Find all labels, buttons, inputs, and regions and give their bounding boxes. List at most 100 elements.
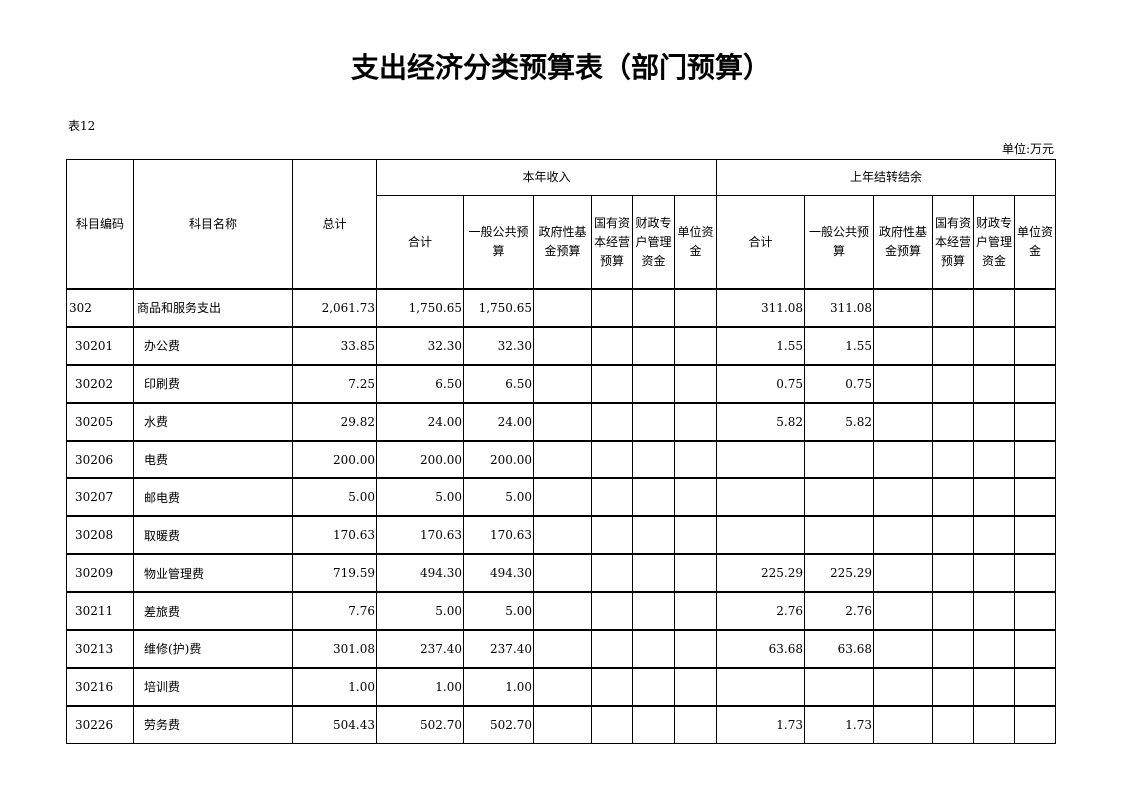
cell-name: 取暖费 (133, 515, 293, 555)
cell-carryover-2 (873, 515, 933, 555)
table-row: 30202 印刷费 7.25 6.50 6.50 0.75 0.75 (66, 363, 1056, 404)
cell-carryover-5 (1014, 363, 1056, 404)
cell-carryover-3 (932, 666, 974, 707)
cell-carryover-0: 225.29 (716, 553, 805, 593)
cell-total: 29.82 (292, 401, 377, 442)
header-cur-0: 合计 (376, 195, 464, 290)
cell-current-3 (591, 325, 633, 366)
cell-total: 33.85 (292, 325, 377, 366)
cell-current-5 (674, 363, 717, 404)
cell-current-5 (674, 288, 717, 328)
cell-current-1: 200.00 (463, 439, 534, 479)
cell-current-4 (632, 515, 675, 555)
cell-current-4 (632, 288, 675, 328)
cell-total: 1.00 (292, 666, 377, 707)
cell-current-0: 200.00 (376, 439, 464, 479)
cell-name: 水费 (133, 401, 293, 442)
cell-carryover-3 (932, 401, 974, 442)
table-row: 30226 劳务费 504.43 502.70 502.70 1.73 1.73 (66, 704, 1056, 744)
cell-total: 2,061.73 (292, 288, 377, 328)
cell-carryover-1: 0.75 (804, 363, 874, 404)
cell-total: 7.76 (292, 591, 377, 631)
cell-name: 印刷费 (133, 363, 293, 404)
cell-code: 30209 (66, 553, 134, 593)
cell-carryover-0: 1.73 (716, 704, 805, 744)
cell-current-1: 1.00 (463, 666, 534, 707)
cell-carryover-1: 1.55 (804, 325, 874, 366)
cell-carryover-0: 2.76 (716, 591, 805, 631)
cell-current-1: 5.00 (463, 591, 534, 631)
cell-carryover-0: 0.75 (716, 363, 805, 404)
cell-current-3 (591, 666, 633, 707)
cell-carryover-5 (1014, 439, 1056, 479)
cell-carryover-5 (1014, 288, 1056, 328)
cell-current-2 (533, 439, 592, 479)
cell-name: 办公费 (133, 325, 293, 366)
cell-carryover-4 (973, 553, 1015, 593)
cell-current-1: 494.30 (463, 553, 534, 593)
cell-current-4 (632, 553, 675, 593)
page-title: 支出经济分类预算表（部门预算） (350, 51, 771, 84)
cell-current-1: 5.00 (463, 477, 534, 517)
cell-carryover-4 (973, 288, 1015, 328)
cell-carryover-1 (804, 439, 874, 479)
table-row: 30208 取暖费 170.63 170.63 170.63 (66, 515, 1056, 555)
cell-current-0: 1.00 (376, 666, 464, 707)
table-row: 30205 水费 29.82 24.00 24.00 5.82 5.82 (66, 401, 1056, 442)
cell-name: 物业管理费 (133, 553, 293, 593)
cell-carryover-4 (973, 629, 1015, 669)
cell-code: 30213 (66, 629, 134, 669)
cell-carryover-0 (716, 477, 805, 517)
table-row: 30207 邮电费 5.00 5.00 5.00 (66, 477, 1056, 517)
cell-carryover-5 (1014, 477, 1056, 517)
cell-current-4 (632, 477, 675, 517)
cell-current-0: 502.70 (376, 704, 464, 744)
cell-current-5 (674, 666, 717, 707)
cell-carryover-1: 2.76 (804, 591, 874, 631)
cell-current-0: 6.50 (376, 363, 464, 404)
cell-name: 商品和服务支出 (133, 288, 293, 328)
cell-current-3 (591, 591, 633, 631)
cell-carryover-5 (1014, 325, 1056, 366)
cell-current-0: 5.00 (376, 477, 464, 517)
cell-current-0: 1,750.65 (376, 288, 464, 328)
cell-total: 7.25 (292, 363, 377, 404)
header-name: 科目名称 (133, 159, 293, 290)
cell-carryover-4 (973, 591, 1015, 631)
cell-current-0: 237.40 (376, 629, 464, 669)
cell-current-2 (533, 325, 592, 366)
cell-current-1: 24.00 (463, 401, 534, 442)
cell-carryover-3 (932, 629, 974, 669)
cell-code: 30216 (66, 666, 134, 707)
cell-carryover-4 (973, 325, 1015, 366)
cell-total: 301.08 (292, 629, 377, 669)
header-cur-5: 单位资金 (674, 195, 717, 290)
cell-current-0: 170.63 (376, 515, 464, 555)
header-prev-1: 一般公共预算 (804, 195, 874, 290)
cell-name: 培训费 (133, 666, 293, 707)
cell-carryover-5 (1014, 629, 1056, 669)
cell-total: 504.43 (292, 704, 377, 744)
cell-total: 170.63 (292, 515, 377, 555)
cell-carryover-0: 5.82 (716, 401, 805, 442)
cell-carryover-0: 63.68 (716, 629, 805, 669)
cell-current-3 (591, 477, 633, 517)
cell-carryover-0 (716, 666, 805, 707)
cell-carryover-2 (873, 591, 933, 631)
cell-carryover-1 (804, 515, 874, 555)
cell-carryover-3 (932, 515, 974, 555)
cell-carryover-1: 5.82 (804, 401, 874, 442)
cell-current-4 (632, 439, 675, 479)
cell-current-2 (533, 363, 592, 404)
cell-carryover-3 (932, 477, 974, 517)
cell-current-0: 494.30 (376, 553, 464, 593)
cell-name: 劳务费 (133, 704, 293, 744)
table-number: 表12 (68, 119, 96, 133)
cell-current-3 (591, 401, 633, 442)
cell-carryover-5 (1014, 704, 1056, 744)
cell-carryover-2 (873, 325, 933, 366)
cell-carryover-1: 311.08 (804, 288, 874, 328)
header-prev-4: 财政专户管理资金 (973, 195, 1015, 290)
cell-current-1: 6.50 (463, 363, 534, 404)
cell-carryover-3 (932, 553, 974, 593)
